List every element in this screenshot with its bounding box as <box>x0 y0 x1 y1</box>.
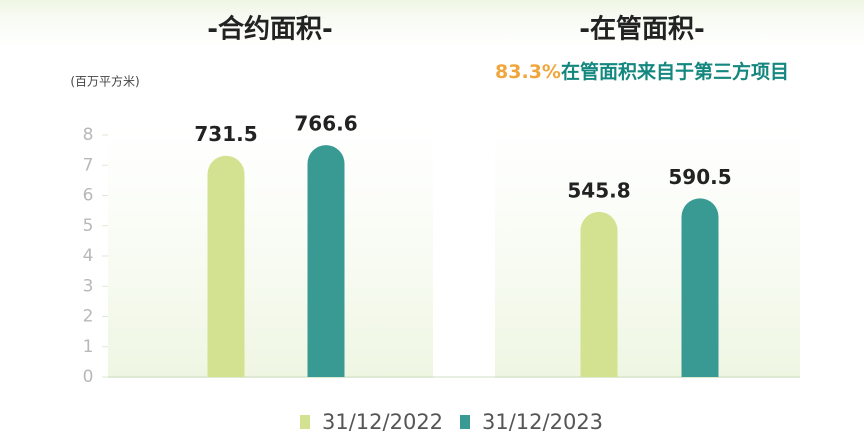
top-glow <box>0 0 864 60</box>
subtitle-text: 在管面积来自于第三方项目 <box>561 60 789 83</box>
panel-title: -合约面积- <box>207 14 333 45</box>
y-tick-label: 0 <box>83 367 94 387</box>
bar <box>307 145 345 377</box>
bar <box>580 211 618 377</box>
y-tick-label: 8 <box>83 125 94 145</box>
y-tick-label: 7 <box>83 155 94 175</box>
panel-title: -在管面积- <box>579 15 705 45</box>
legend-swatch <box>300 415 310 429</box>
y-tick-label: 2 <box>83 307 94 327</box>
value-label: 766.6 <box>294 112 357 136</box>
legend-label: 31/12/2023 <box>482 410 603 434</box>
legend-label: 31/12/2022 <box>322 410 443 434</box>
y-tick-label: 4 <box>83 246 94 266</box>
unit-label: (百万平方米) <box>70 74 139 89</box>
value-label: 731.5 <box>194 122 257 146</box>
panel-bg <box>495 125 800 378</box>
y-tick-label: 3 <box>83 276 94 296</box>
value-label: 590.5 <box>668 165 731 189</box>
value-label: 545.8 <box>567 178 630 202</box>
subtitle-highlight: 83.3% <box>495 61 561 83</box>
y-tick-label: 1 <box>83 337 94 357</box>
y-tick-label: 5 <box>83 216 94 236</box>
legend-swatch <box>460 415 470 429</box>
y-tick-label: 6 <box>83 186 94 206</box>
bar <box>207 155 245 377</box>
subtitle: 83.3%在管面积来自于第三方项目 <box>495 60 789 83</box>
bar <box>681 198 719 377</box>
panel-bg <box>108 125 433 378</box>
